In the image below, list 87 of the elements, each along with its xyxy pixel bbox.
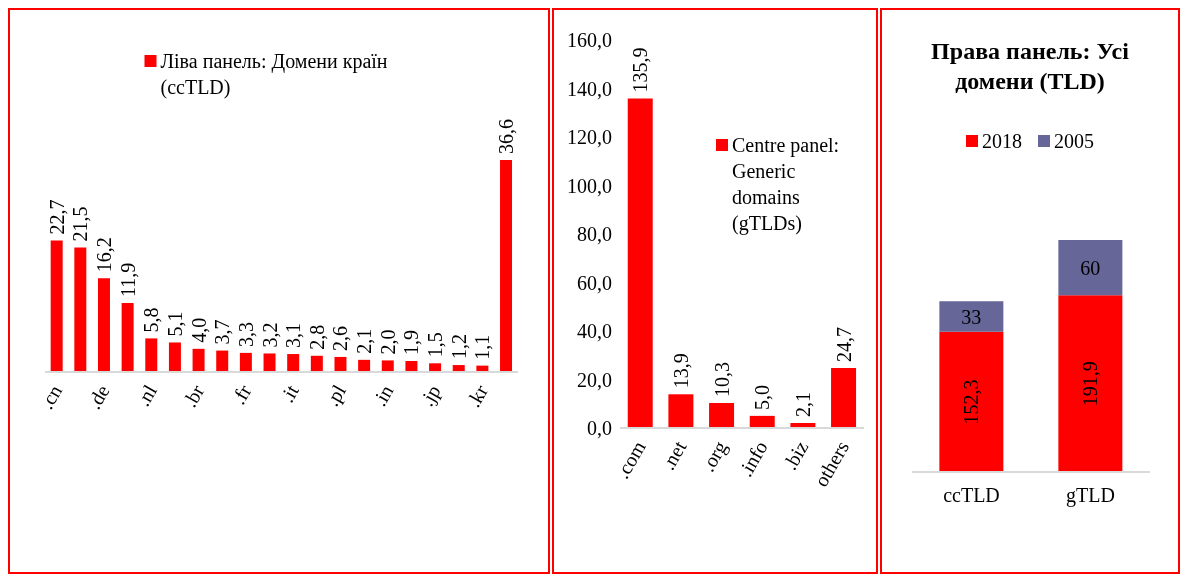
data-label: 2,1 <box>791 391 814 417</box>
y-tick-label: 0,0 <box>587 417 612 440</box>
y-tick-label: 40,0 <box>577 320 612 343</box>
x-tick-label: .in <box>368 381 398 410</box>
data-label: 3,1 <box>282 323 305 349</box>
x-tick-label: .pl <box>320 380 352 411</box>
data-label: 3,3 <box>234 321 257 347</box>
data-label: 21,5 <box>69 206 92 242</box>
x-tick-label: .it <box>275 380 303 406</box>
data-label: 2,1 <box>353 328 376 354</box>
data-label: 22,7 <box>45 199 68 235</box>
bar <box>381 360 394 372</box>
y-tick-label: 80,0 <box>577 223 612 246</box>
bar <box>831 368 857 428</box>
data-label: 1,5 <box>424 332 447 358</box>
bar <box>263 353 276 372</box>
data-label: 16,2 <box>92 237 115 273</box>
x-tick-label: ccTLD <box>943 484 1000 506</box>
bar <box>1058 240 1123 296</box>
legend-label: 2005 <box>1054 129 1094 154</box>
bar <box>939 331 1004 472</box>
data-label: 36,6 <box>495 119 518 154</box>
x-tick-label: .jp <box>415 381 446 411</box>
data-label: 2,8 <box>305 324 328 350</box>
data-label: 135,9 <box>629 47 652 93</box>
bar <box>50 240 63 372</box>
x-tick-label: .cn <box>35 381 67 413</box>
data-label: 1,9 <box>400 329 423 355</box>
x-tick-label: .de <box>82 380 114 413</box>
data-label: 3,2 <box>258 322 281 348</box>
x-tick-label: .kr <box>462 380 493 411</box>
bar <box>145 338 158 372</box>
y-tick-label: 140,0 <box>567 77 612 100</box>
bar <box>168 342 181 372</box>
data-label: 4,0 <box>187 317 210 343</box>
y-tick-label: 100,0 <box>567 174 612 197</box>
bar <box>749 415 775 428</box>
data-label: 24,7 <box>832 327 855 363</box>
bar <box>334 356 347 372</box>
x-tick-label: .fr <box>227 380 256 408</box>
chart-title: Права панель: Усі домени (TLD) <box>930 37 1130 96</box>
bar <box>287 354 300 372</box>
bar <box>429 363 442 372</box>
data-label: 60 <box>1080 256 1101 279</box>
data-label: 3,7 <box>211 319 234 345</box>
data-label: 1,1 <box>471 334 494 360</box>
y-tick-label: 160,0 <box>567 29 612 52</box>
bar <box>405 360 418 372</box>
data-label: 33 <box>961 305 982 328</box>
bar <box>627 98 653 428</box>
bar <box>668 394 694 428</box>
x-tick-label: gTLD <box>1066 484 1115 507</box>
bar <box>121 303 134 372</box>
y-tick-label: 120,0 <box>567 126 612 149</box>
data-label: 5,1 <box>163 311 186 337</box>
data-label: 10,3 <box>710 362 733 398</box>
bar <box>74 247 87 372</box>
x-tick-label: .nl <box>131 380 162 410</box>
y-tick-label: 60,0 <box>577 271 612 294</box>
bar <box>939 301 1004 332</box>
data-label: 1,2 <box>447 334 470 360</box>
y-tick-label: 20,0 <box>577 368 612 391</box>
data-label: 2,6 <box>329 325 352 351</box>
bar <box>358 359 371 372</box>
x-tick-label: .biz <box>778 436 813 474</box>
bar <box>1058 295 1123 472</box>
legend-label: 2018 <box>982 129 1022 154</box>
data-label: 5,0 <box>751 384 774 410</box>
data-label: 152,3 <box>960 379 983 425</box>
legend-label: Centre panel: Generic domains (gTLDs) <box>732 133 841 236</box>
bar <box>709 403 735 428</box>
legend-label: Ліва панель: Домени країн (ccTLD) <box>160 49 389 100</box>
x-tick-label: .br <box>178 380 209 411</box>
bar <box>216 350 229 372</box>
bar <box>192 348 205 372</box>
bar <box>500 160 513 372</box>
data-label: 11,9 <box>116 262 139 298</box>
bar <box>239 352 252 372</box>
data-label: 191,9 <box>1079 361 1102 407</box>
bar <box>310 355 323 372</box>
x-tick-label: .info <box>734 437 772 481</box>
x-tick-label: .org <box>696 437 732 476</box>
data-label: 2,0 <box>376 329 399 355</box>
bar <box>97 278 110 372</box>
data-label: 13,9 <box>669 353 692 389</box>
x-tick-label: .net <box>656 436 691 474</box>
data-label: 5,8 <box>140 307 163 333</box>
